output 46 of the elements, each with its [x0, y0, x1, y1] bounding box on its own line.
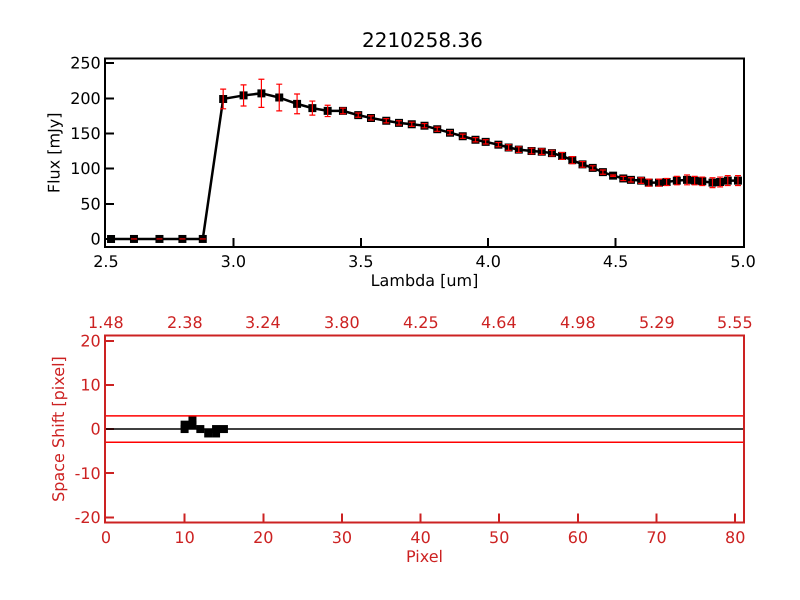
- x-tick-label: 3.5: [348, 252, 374, 272]
- x-tick-label: 2.5: [93, 252, 119, 272]
- y-tick-label: 20: [80, 331, 101, 350]
- point: [198, 234, 207, 243]
- x-tick-label: 20: [253, 528, 274, 547]
- text: 4.98: [560, 313, 596, 332]
- y-axis-title: Space Shift [pixel]: [49, 356, 68, 502]
- chart-title: 2210258.36: [362, 28, 483, 52]
- y-tick-label: 150: [70, 124, 101, 144]
- y-tick-label: 100: [70, 159, 101, 178]
- text: 4.25: [403, 313, 439, 332]
- x-tick-label: 70: [646, 528, 667, 547]
- x-tick-label: 50: [489, 528, 510, 547]
- point: [155, 234, 164, 243]
- y-tick-label: -10: [74, 464, 101, 483]
- point: [130, 234, 138, 243]
- y-tick-label: 250: [70, 54, 101, 73]
- text: 2.38: [167, 313, 203, 332]
- text: 3.24: [245, 313, 281, 332]
- x-tick-label: 3.0: [220, 252, 246, 272]
- x-tick-label: 30: [332, 528, 352, 547]
- x-tick-label: 80: [725, 528, 746, 547]
- text: 3.80: [324, 313, 360, 332]
- point: [204, 429, 212, 438]
- text: 5.55: [717, 313, 753, 332]
- y-tick-label: 50: [80, 194, 101, 214]
- x-tick-label: 5.0: [730, 252, 756, 272]
- text: 5.29: [639, 313, 675, 332]
- y-tick-label: 10: [80, 376, 101, 395]
- y-tick-label: 0: [90, 230, 101, 249]
- x-tick-label: 60: [568, 528, 588, 547]
- text: 4.64: [481, 313, 517, 332]
- x-axis-title: Pixel: [406, 546, 444, 566]
- y-tick-label: 0: [90, 420, 101, 439]
- point: [178, 234, 186, 243]
- x-tick-label: 40: [410, 528, 431, 547]
- x-tick-label: 4.5: [602, 252, 628, 272]
- y-tick-label: 200: [70, 88, 101, 108]
- y-tick-label: -20: [74, 508, 101, 527]
- x-axis-title: Lambda [um]: [370, 271, 478, 290]
- text: 1.48: [88, 313, 124, 332]
- y-axis-title: Flux [mJy]: [44, 112, 64, 194]
- point: [188, 416, 196, 424]
- x-tick-label: 4.0: [475, 252, 501, 272]
- point: [180, 420, 189, 429]
- x-tick-label: 10: [174, 528, 195, 547]
